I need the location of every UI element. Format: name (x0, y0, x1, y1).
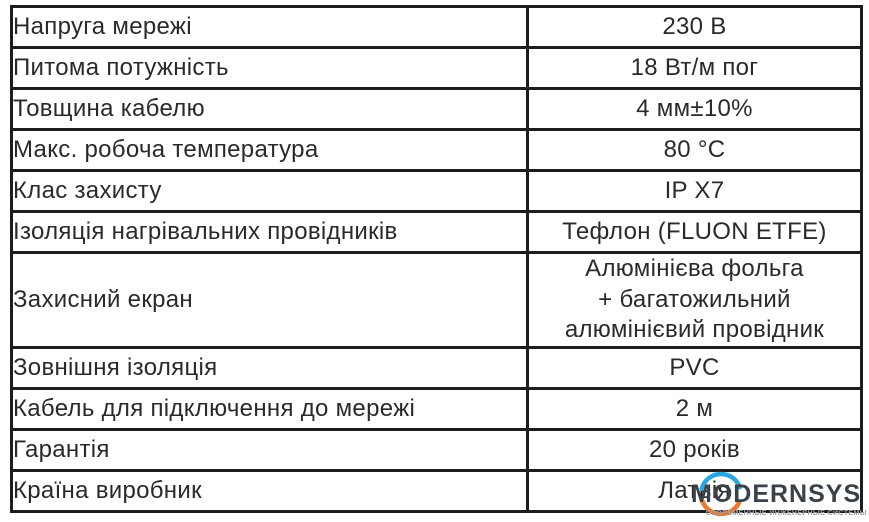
spec-value-cable-thickness: 4 мм±10% (525, 87, 864, 131)
spec-value-max-working-temperature: 80 °C (525, 128, 864, 172)
spec-row-outer-insulation: Зовнішня ізоляція PVC (10, 346, 864, 391)
spec-row-heating-conductor-insulation: Ізоляція нагрівальних провідників Тефлон… (10, 210, 864, 254)
spec-table: Напруга мережі 230 В Питома потужність 1… (10, 5, 864, 514)
spec-row-country-of-origin: Країна виробник Латвія (10, 469, 864, 514)
spec-row-specific-power: Питома потужність 18 Вт/м пог (10, 46, 864, 90)
spec-label-protection-class: Клас захисту (10, 169, 529, 213)
spec-label-country-of-origin: Країна виробник (10, 469, 529, 514)
spec-label-power-cord-length: Кабель для підключення до мережі (10, 387, 529, 432)
spec-label-specific-power: Питома потужність (10, 46, 529, 90)
spec-value-protective-screen: Алюмінієва фольга + багатожильний алюмін… (525, 250, 864, 350)
spec-label-outer-insulation: Зовнішня ізоляція (10, 346, 529, 391)
spec-row-mains-voltage: Напруга мережі 230 В (10, 5, 864, 49)
specifications-table: Напруга мережі 230 В Питома потужність 1… (10, 5, 864, 514)
spec-value-warranty: 20 років (525, 428, 864, 473)
spec-value-power-cord-length: 2 м (525, 387, 864, 432)
spec-label-protective-screen: Захисний екран (10, 250, 529, 350)
spec-value-heating-conductor-insulation: Тефлон (FLUON ETFE) (525, 210, 864, 254)
spec-label-warranty: Гарантія (10, 428, 529, 473)
spec-label-mains-voltage: Напруга мережі (10, 5, 529, 49)
spec-value-outer-insulation: PVC (525, 346, 864, 391)
spec-value-mains-voltage: 230 В (525, 5, 864, 49)
spec-value-protection-class: IP X7 (525, 169, 864, 213)
spec-label-max-working-temperature: Макс. робоча температура (10, 128, 529, 172)
spec-row-max-working-temperature: Макс. робоча температура 80 °C (10, 128, 864, 172)
spec-row-warranty: Гарантія 20 років (10, 428, 864, 473)
spec-row-protective-screen: Захисний екран Алюмінієва фольга + багат… (10, 250, 864, 350)
spec-row-protection-class: Клас захисту IP X7 (10, 169, 864, 213)
spec-value-country-of-origin: Латвія (525, 469, 864, 514)
spec-label-heating-conductor-insulation: Ізоляція нагрівальних провідників (10, 210, 529, 254)
spec-row-cable-thickness: Товщина кабелю 4 мм±10% (10, 87, 864, 131)
spec-row-power-cord-length: Кабель для підключення до мережі 2 м (10, 387, 864, 432)
spec-value-specific-power: 18 Вт/м пог (525, 46, 864, 90)
spec-label-cable-thickness: Товщина кабелю (10, 87, 529, 131)
